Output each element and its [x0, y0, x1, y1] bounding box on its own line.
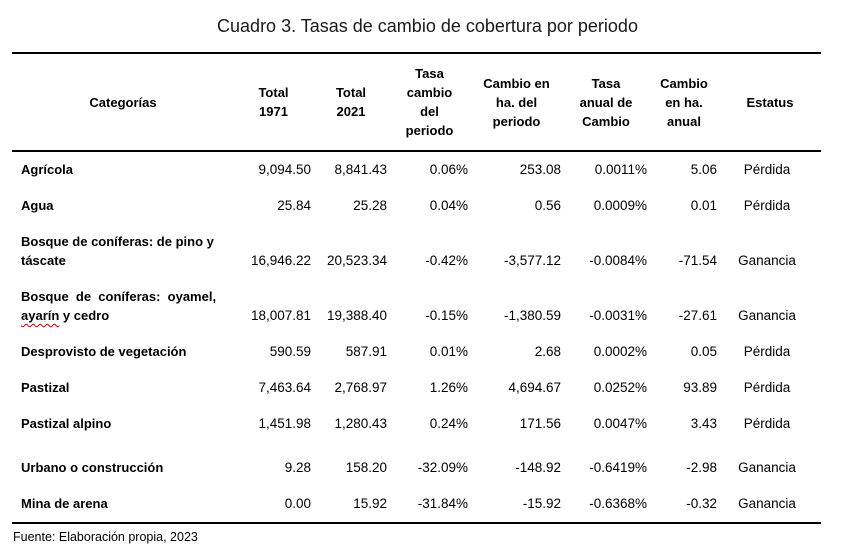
- cell-cambio-ha-periodo: -15.92: [522, 496, 561, 511]
- cell-cambio-ha-anual: -0.32: [686, 496, 717, 511]
- table-row-urbano-construccion: Urbano o construcción 9.28 158.20 -32.09…: [12, 442, 821, 486]
- cell-total-1971: 590.59: [269, 344, 311, 359]
- cell-cambio-ha-periodo: 4,694.67: [508, 380, 561, 395]
- cell-tasa-anual-cambio: -0.0031%: [589, 308, 647, 323]
- cell-cambio-ha-anual: -27.61: [678, 308, 717, 323]
- cell-total-1971: 7,463.64: [258, 380, 311, 395]
- column-header-cambio-ha-periodo: Cambio en ha. del periodo: [483, 75, 550, 129]
- table-row-bosque-pino-tascate: Bosque de coníferas: de pino y táscate 1…: [12, 224, 821, 279]
- cell-cambio-ha-anual: -2.98: [686, 460, 717, 475]
- column-header-estatus: Estatus: [746, 94, 794, 110]
- cell-tasa-anual-cambio: 0.0047%: [593, 416, 647, 431]
- cell-cambio-ha-anual: 0.05: [690, 344, 717, 359]
- source-note: Fuente: Elaboración propia, 2023: [13, 530, 198, 544]
- cell-cambio-ha-periodo: 253.08: [519, 162, 561, 177]
- cell-category: Bosque de coníferas: de pino y táscate: [21, 234, 214, 268]
- cell-tasa-anual-cambio: -0.0084%: [589, 253, 647, 268]
- cell-tasa-anual-cambio: -0.6419%: [589, 460, 647, 475]
- cell-total-2021: 25.28: [353, 198, 387, 213]
- column-header-cambio-ha-anual: Cambio en ha. anual: [660, 75, 708, 129]
- table-row-agricola: Agrícola 9,094.50 8,841.43 0.06% 253.08 …: [12, 151, 821, 188]
- cell-tasa-anual-cambio: 0.0252%: [593, 380, 647, 395]
- cell-total-1971: 18,007.81: [250, 308, 311, 323]
- cell-estatus: Pérdida: [743, 344, 791, 359]
- cell-category: Agrícola: [21, 162, 74, 177]
- column-header-total-1971: Total 1971: [258, 85, 289, 119]
- cell-total-1971: 0.00: [284, 496, 311, 511]
- cell-estatus: Pérdida: [743, 198, 791, 213]
- cell-total-2021: 2,768.97: [334, 380, 387, 395]
- cell-cambio-ha-periodo: 0.56: [534, 198, 561, 213]
- cell-total-2021: 1,280.43: [334, 416, 387, 431]
- cell-total-2021: 8,841.43: [334, 162, 387, 177]
- column-header-tasa-anual-cambio: Tasa anual de Cambio: [579, 75, 633, 129]
- cell-cambio-ha-anual: -71.54: [678, 253, 717, 268]
- cell-tasa-anual-cambio: 0.0009%: [593, 198, 647, 213]
- cell-cambio-ha-periodo: -148.92: [515, 460, 561, 475]
- cell-category: Pastizal: [21, 380, 70, 395]
- cell-estatus: Ganancia: [738, 496, 796, 511]
- cell-tasa-anual-cambio: 0.0011%: [594, 162, 647, 177]
- cell-total-2021: 15.92: [353, 496, 387, 511]
- cell-tasa-cambio-periodo: -0.15%: [425, 308, 468, 323]
- cell-cambio-ha-anual: 5.06: [690, 162, 717, 177]
- cell-tasa-cambio-periodo: -0.42%: [425, 253, 468, 268]
- cell-cambio-ha-periodo: 2.68: [534, 344, 561, 359]
- cell-total-1971: 25.84: [277, 198, 311, 213]
- cell-estatus: Ganancia: [738, 253, 796, 268]
- cell-tasa-cambio-periodo: -31.84%: [417, 496, 468, 511]
- cell-total-1971: 1,451.98: [258, 416, 311, 431]
- cell-estatus: Pérdida: [743, 380, 791, 395]
- category-rest: y cedro: [59, 308, 110, 323]
- cell-tasa-cambio-periodo: 1.26%: [429, 380, 468, 395]
- cell-category: Agua: [21, 198, 54, 213]
- cell-estatus: Ganancia: [738, 308, 796, 323]
- cell-total-1971: 9,094.50: [258, 162, 311, 177]
- cell-tasa-cambio-periodo: 0.06%: [429, 162, 468, 177]
- cell-cambio-ha-anual: 0.01: [690, 198, 717, 213]
- cell-category: Mina de arena: [21, 496, 108, 511]
- cell-estatus: Pérdida: [743, 416, 791, 431]
- table-title: Cuadro 3. Tasas de cambio de cobertura p…: [217, 16, 638, 36]
- cell-cambio-ha-periodo: -1,380.59: [503, 308, 561, 323]
- table-row-pastizal: Pastizal 7,463.64 2,768.97 1.26% 4,694.6…: [12, 370, 821, 406]
- column-header-tasa-cambio-periodo: Tasa cambio del periodo: [405, 66, 454, 138]
- cell-total-2021: 20,523.34: [326, 253, 387, 268]
- misspelled-word: ayarín: [21, 308, 60, 323]
- coverage-change-table: Categorías Total 1971 Total 2021 Tasa ca…: [12, 52, 821, 524]
- cell-total-2021: 158.20: [345, 460, 387, 475]
- cell-tasa-cambio-periodo: 0.24%: [429, 416, 468, 431]
- cell-total-1971: 16,946.22: [250, 253, 311, 268]
- cell-tasa-cambio-periodo: 0.01%: [429, 344, 468, 359]
- cell-total-2021: 587.91: [345, 344, 387, 359]
- cell-estatus: Ganancia: [738, 460, 796, 475]
- cell-category: Bosque de coníferas: oyamel, ayarín y ced…: [12, 279, 234, 334]
- category-line1: Bosque de coníferas: oyamel,: [21, 289, 217, 304]
- table-row-bosque-oyamel-ayarin-cedro: Bosque de coníferas: oyamel, ayarín y ced…: [12, 279, 821, 334]
- cell-cambio-ha-anual: 3.43: [690, 416, 717, 431]
- table-row-pastizal-alpino: Pastizal alpino 1,451.98 1,280.43 0.24% …: [12, 406, 821, 442]
- table-row-mina-de-arena: Mina de arena 0.00 15.92 -31.84% -15.92 …: [12, 486, 821, 523]
- table-row-agua: Agua 25.84 25.28 0.04% 0.56 0.0009% 0.01…: [12, 188, 821, 224]
- cell-category: Urbano o construcción: [21, 460, 164, 475]
- column-header-categorias: Categorías: [89, 94, 157, 110]
- cell-total-1971: 9.28: [284, 460, 311, 475]
- cell-cambio-ha-periodo: -3,577.12: [503, 253, 561, 268]
- cell-category: Pastizal alpino: [21, 416, 112, 431]
- cell-estatus: Pérdida: [743, 162, 791, 177]
- cell-total-2021: 19,388.40: [326, 308, 387, 323]
- cell-tasa-cambio-periodo: 0.04%: [429, 198, 468, 213]
- header-row: Categorías Total 1971 Total 2021 Tasa ca…: [12, 53, 821, 151]
- cell-tasa-anual-cambio: 0.0002%: [593, 344, 647, 359]
- cell-cambio-ha-anual: 93.89: [683, 380, 717, 395]
- cell-tasa-cambio-periodo: -32.09%: [417, 460, 468, 475]
- cell-cambio-ha-periodo: 171.56: [519, 416, 561, 431]
- table-row-desprovisto-vegetacion: Desprovisto de vegetación 590.59 587.91 …: [12, 334, 821, 370]
- cell-tasa-anual-cambio: -0.6368%: [589, 496, 647, 511]
- cell-category: Desprovisto de vegetación: [21, 344, 187, 359]
- column-header-total-2021: Total 2021: [335, 85, 367, 119]
